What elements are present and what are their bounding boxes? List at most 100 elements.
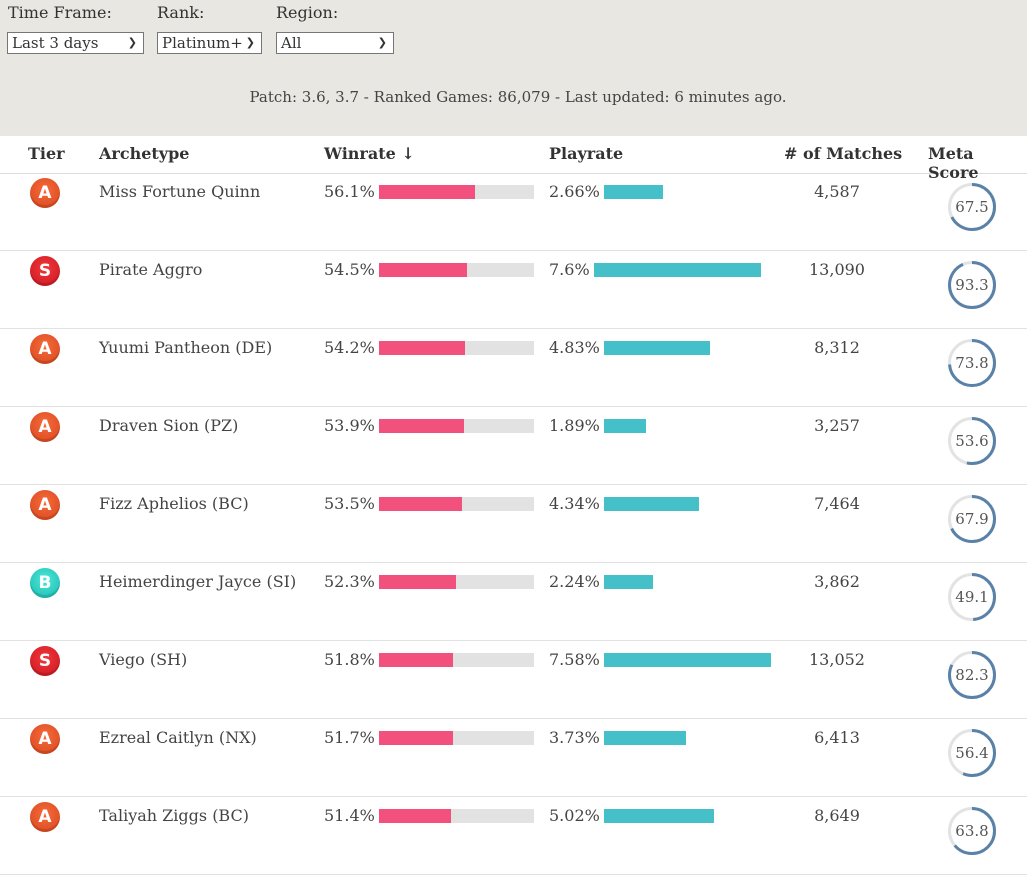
matches-count: 6,413: [814, 728, 860, 747]
winrate-bar-fill: [379, 653, 453, 667]
tier-badge: A: [30, 334, 60, 364]
column-header-tier[interactable]: Tier: [28, 144, 65, 163]
winrate-bar-fill: [379, 809, 451, 823]
archetype-name[interactable]: Miss Fortune Quinn: [99, 182, 261, 201]
patch-info: Patch: 3.6, 3.7 - Ranked Games: 86,079 -…: [249, 88, 787, 106]
meta-score-arc: [948, 495, 996, 543]
meta-score-arc: [948, 651, 996, 699]
column-header-meta-score[interactable]: Meta Score: [928, 144, 979, 182]
archetype-name[interactable]: Fizz Aphelios (BC): [99, 494, 249, 513]
matches-count: 8,312: [814, 338, 860, 357]
timeframe-select-value: Last 3 days: [12, 34, 99, 52]
table-row[interactable]: A Ezreal Caitlyn (NX) 51.7% 3.73% 6,413 56.4: [0, 719, 1027, 797]
playrate-bar: [604, 809, 715, 823]
winrate-bar: [379, 731, 534, 745]
winrate-bar: [379, 497, 534, 511]
table-row[interactable]: S Pirate Aggro 54.5% 7.6% 13,090 93.3: [0, 251, 1027, 329]
playrate-bar: [604, 341, 711, 355]
column-header-archetype[interactable]: Archetype: [99, 144, 190, 163]
playrate-value: 4.34%: [549, 494, 600, 513]
playrate-value: 5.02%: [549, 806, 600, 825]
table-row[interactable]: A Taliyah Ziggs (BC) 51.4% 5.02% 8,649 63.8: [0, 797, 1027, 875]
meta-score-arc: [948, 261, 996, 309]
playrate-bar: [604, 497, 700, 511]
rank-select[interactable]: Platinum+ ❯: [157, 32, 262, 54]
archetype-name[interactable]: Yuumi Pantheon (DE): [99, 338, 273, 357]
table-row[interactable]: A Draven Sion (PZ) 53.9% 1.89% 3,257 53.6: [0, 407, 1027, 485]
tier-badge: A: [30, 802, 60, 832]
meta-score-value: 67.5: [955, 198, 989, 216]
table-row[interactable]: B Heimerdinger Jayce (SI) 52.3% 2.24% 3,862 4…: [0, 563, 1027, 641]
table-row[interactable]: A Yuumi Pantheon (DE) 54.2% 4.83% 8,312 73.8: [0, 329, 1027, 407]
winrate-bar: [379, 653, 534, 667]
meta-score-value: 67.9: [955, 510, 989, 528]
timeframe-select[interactable]: Last 3 days ❯: [7, 32, 144, 54]
playrate-bar: [604, 731, 687, 745]
meta-score-arc: [948, 573, 996, 621]
tier-badge: S: [30, 646, 60, 676]
filter-panel: Time Frame: Rank: Region: Last 3 days ❯ …: [0, 0, 1027, 136]
playrate-value: 7.58%: [549, 650, 600, 669]
playrate-bar: [604, 653, 771, 667]
meta-score-value: 53.6: [955, 432, 989, 450]
archetype-name[interactable]: Pirate Aggro: [99, 260, 203, 279]
playrate-bar: [604, 575, 654, 589]
archetype-name[interactable]: Draven Sion (PZ): [99, 416, 239, 435]
winrate-bar: [379, 185, 534, 199]
meta-score-ring: 56.4: [947, 728, 997, 778]
region-select-value: All: [281, 34, 302, 52]
matches-count: 13,052: [809, 650, 865, 669]
matches-count: 13,090: [809, 260, 865, 279]
table-row[interactable]: S Viego (SH) 51.8% 7.58% 13,052 82.3: [0, 641, 1027, 719]
matches-count: 3,862: [814, 572, 860, 591]
archetype-name[interactable]: Taliyah Ziggs (BC): [99, 806, 249, 825]
playrate-value: 7.6%: [549, 260, 590, 279]
meta-score-ring: 49.1: [947, 572, 997, 622]
archetype-name[interactable]: Heimerdinger Jayce (SI): [99, 572, 297, 591]
winrate-value: 54.2%: [324, 338, 375, 357]
winrate-value: 51.7%: [324, 728, 375, 747]
playrate-value: 2.66%: [549, 182, 600, 201]
playrate-bar: [594, 263, 762, 277]
winrate-bar-fill: [379, 419, 464, 433]
region-select[interactable]: All ❯: [276, 32, 394, 54]
winrate-bar-fill: [379, 731, 453, 745]
chevron-down-icon: ❯: [377, 36, 387, 49]
playrate-value: 2.24%: [549, 572, 600, 591]
playrate-bar: [604, 185, 663, 199]
table-header: Tier Archetype Winrate ↓ Playrate # of M…: [0, 136, 1027, 182]
tier-badge: B: [30, 568, 60, 598]
archetype-name[interactable]: Ezreal Caitlyn (NX): [99, 728, 257, 747]
meta-score-ring: 73.8: [947, 338, 997, 388]
column-header-winrate[interactable]: Winrate ↓: [324, 144, 415, 163]
meta-score-value: 82.3: [955, 666, 989, 684]
column-header-playrate[interactable]: Playrate: [549, 144, 624, 163]
table-row[interactable]: A Miss Fortune Quinn 56.1% 2.66% 4,587 67.5: [0, 173, 1027, 251]
matches-count: 3,257: [814, 416, 860, 435]
playrate-value: 3.73%: [549, 728, 600, 747]
meta-score-arc: [948, 339, 996, 387]
winrate-bar: [379, 419, 534, 433]
winrate-value: 54.5%: [324, 260, 375, 279]
archetype-name[interactable]: Viego (SH): [99, 650, 188, 669]
meta-score-value: 56.4: [955, 744, 989, 762]
matches-count: 4,587: [814, 182, 860, 201]
winrate-value: 53.9%: [324, 416, 375, 435]
winrate-bar-fill: [379, 341, 465, 355]
column-header-matches[interactable]: # of Matches: [784, 144, 903, 163]
meta-score-value: 73.8: [955, 354, 989, 372]
winrate-bar-fill: [379, 575, 456, 589]
playrate-value: 1.89%: [549, 416, 600, 435]
winrate-bar-fill: [379, 497, 462, 511]
meta-score-ring: 67.5: [947, 182, 997, 232]
meta-score-value: 63.8: [955, 822, 989, 840]
meta-score-arc: [948, 807, 996, 855]
tier-badge: S: [30, 256, 60, 286]
chevron-down-icon: ❯: [245, 36, 255, 49]
table-row[interactable]: A Fizz Aphelios (BC) 53.5% 4.34% 7,464 67.9: [0, 485, 1027, 563]
winrate-bar: [379, 263, 534, 277]
matches-count: 7,464: [814, 494, 860, 513]
meta-score-arc: [948, 729, 996, 777]
tier-badge: A: [30, 412, 60, 442]
winrate-value: 56.1%: [324, 182, 375, 201]
